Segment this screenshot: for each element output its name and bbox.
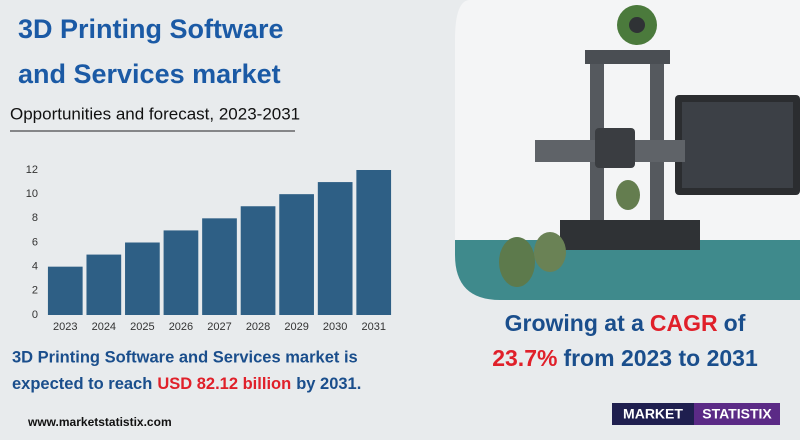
summary-highlight: USD 82.12 billion	[157, 375, 291, 393]
bar	[279, 194, 314, 315]
bar	[125, 242, 160, 315]
summary: 3D Printing Software and Services market…	[12, 348, 358, 366]
growth-text: Growing at a	[505, 310, 645, 336]
y-tick-label: 4	[32, 261, 38, 273]
x-tick-label: 2024	[92, 321, 116, 333]
bar	[317, 182, 353, 315]
summary-text: by 2031.	[296, 375, 361, 393]
growth-highlight: 23.7%	[492, 345, 557, 371]
title: and Services market	[18, 59, 281, 89]
y-tick-label: 12	[26, 164, 38, 176]
x-tick-label: 2030	[323, 321, 347, 333]
growth-text: of	[724, 310, 746, 336]
growth-highlight: CAGR	[650, 310, 718, 336]
y-tick-label: 6	[32, 236, 38, 248]
bar-chart: 0 2 4 6 8 10 12 2023 2024 2025 2026 2027 2028 2029 203…	[26, 164, 392, 333]
y-tick-label: 8	[32, 212, 38, 224]
subtitle: Opportunities and forecast, 2023-2031	[10, 104, 300, 123]
x-tick-label: 2025	[130, 321, 154, 333]
bar	[356, 170, 392, 315]
bar	[240, 206, 276, 315]
growth-text: from 2023 to 2031	[563, 345, 758, 371]
y-tick-label: 10	[26, 188, 38, 200]
bar	[163, 230, 199, 315]
x-tick-label: 2028	[246, 321, 270, 333]
y-tick-label: 2	[32, 285, 38, 297]
logo-text: MARKET	[623, 406, 683, 422]
x-tick-label: 2023	[53, 321, 77, 333]
growth: Growing at a CAGR of	[505, 310, 746, 336]
x-tick-label: 2026	[169, 321, 193, 333]
website: www.marketstatistix.com	[27, 415, 172, 429]
logo-box	[694, 403, 780, 425]
bar	[202, 218, 237, 315]
x-tick-label: 2029	[284, 321, 308, 333]
x-tick-label: 2027	[207, 321, 231, 333]
summary: expected to reach USD 82.12 billion by 203…	[12, 375, 361, 393]
x-tick-label: 2031	[361, 321, 385, 333]
growth: 23.7% from 2023 to 2031	[492, 345, 758, 371]
printer-photo	[455, 0, 800, 300]
y-tick-label: 0	[32, 309, 38, 321]
logo-box	[612, 403, 694, 425]
bar	[47, 266, 83, 315]
title: 3D Printing Software	[18, 14, 284, 44]
logo: MARKET STATISTIX	[612, 403, 780, 425]
logo-text: STATISTIX	[702, 406, 772, 422]
summary-text: expected to reach	[12, 375, 152, 393]
bar	[86, 254, 122, 315]
